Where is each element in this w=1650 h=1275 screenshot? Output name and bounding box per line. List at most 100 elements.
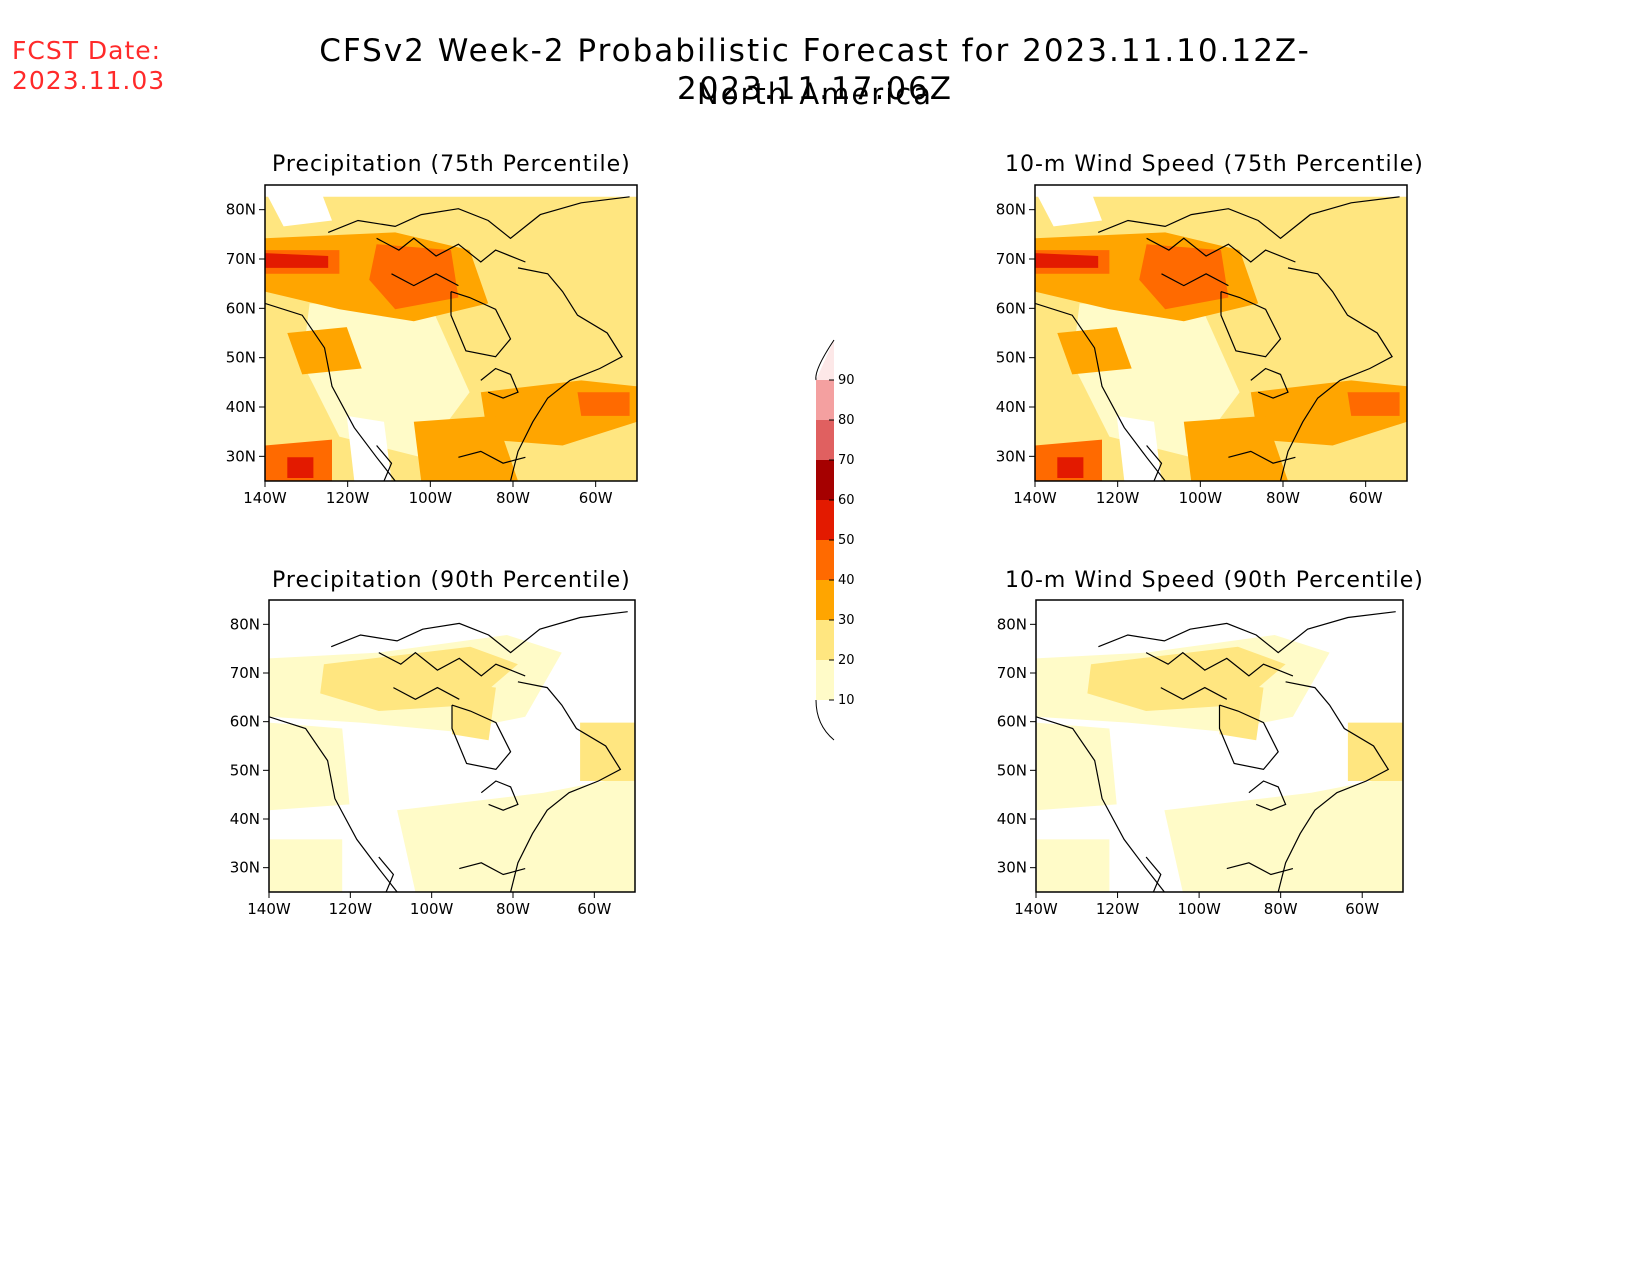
coastline bbox=[1226, 862, 1294, 876]
coastline bbox=[1248, 780, 1287, 811]
shaded-region bbox=[265, 190, 332, 227]
lon-tick-label: 100W bbox=[1177, 900, 1221, 918]
lat-tick-label: 30N bbox=[226, 447, 256, 465]
lon-tick-label: 120W bbox=[326, 489, 370, 507]
coastline bbox=[1228, 450, 1296, 464]
colorbar-segment bbox=[816, 660, 834, 700]
lon-tick-label: 140W bbox=[1013, 489, 1057, 507]
colorbar-label: 80 bbox=[838, 413, 855, 428]
coastline bbox=[327, 196, 630, 240]
coastlines bbox=[265, 196, 630, 481]
map-frame bbox=[1034, 184, 1408, 482]
shaded-region bbox=[452, 681, 496, 741]
coastline bbox=[376, 445, 393, 481]
figure-title: CFSv2 Week-2 Probabilistic Forecast for … bbox=[319, 33, 1311, 107]
shaded-field bbox=[1035, 185, 1407, 481]
lat-tick-label: 30N bbox=[996, 447, 1026, 465]
shaded-region bbox=[580, 722, 635, 781]
colorbar-segment bbox=[816, 620, 834, 660]
shaded-region bbox=[1219, 681, 1264, 741]
lon-tick-label: 120W bbox=[329, 900, 373, 918]
lon-tick-label: 60W bbox=[1349, 489, 1383, 507]
coastlines bbox=[1035, 196, 1400, 481]
colorbar-label: 40 bbox=[838, 573, 855, 588]
lat-tick-label: 60N bbox=[230, 713, 260, 731]
colorbar-segment bbox=[816, 460, 834, 500]
lat-tick-label: 80N bbox=[226, 201, 256, 219]
coastline bbox=[1035, 302, 1166, 481]
map-frame bbox=[264, 184, 638, 482]
colorbar-label: 10 bbox=[838, 693, 855, 708]
map-frame bbox=[268, 599, 636, 893]
lat-tick-label: 80N bbox=[230, 615, 260, 633]
coastline bbox=[1036, 716, 1165, 892]
panel-title-precip-90: Precipitation (90th Percentile) bbox=[272, 568, 631, 593]
colorbar-label: 50 bbox=[838, 533, 855, 548]
coastline bbox=[1145, 651, 1294, 677]
coastline bbox=[1145, 856, 1162, 892]
coastline bbox=[1218, 704, 1279, 771]
shaded-region bbox=[1036, 839, 1110, 892]
shaded-region bbox=[1036, 722, 1117, 811]
lon-tick-label: 100W bbox=[410, 900, 454, 918]
shaded-region bbox=[265, 253, 329, 268]
colorbar-segment bbox=[816, 540, 834, 580]
lon-tick-label: 60W bbox=[579, 489, 613, 507]
lat-tick-label: 40N bbox=[996, 398, 1026, 416]
colorbar-segment bbox=[816, 500, 834, 540]
lat-tick-label: 30N bbox=[230, 859, 260, 877]
colorbar-top-arrow bbox=[816, 340, 834, 380]
shaded-region bbox=[1035, 190, 1102, 227]
shaded-region bbox=[397, 775, 635, 892]
colorbar: 10 20 30 40 50 60 70 80 90 bbox=[815, 339, 855, 741]
lat-tick-label: 70N bbox=[996, 250, 1026, 268]
panel-title-wind-90: 10-m Wind Speed (90th Percentile) bbox=[1005, 568, 1424, 593]
lat-tick-label: 50N bbox=[996, 349, 1026, 367]
coastline bbox=[1146, 445, 1163, 481]
colorbar-top-curve bbox=[815, 339, 835, 381]
shaded-field bbox=[265, 185, 637, 481]
colorbar-segment bbox=[816, 580, 834, 620]
coastline bbox=[459, 862, 526, 876]
lat-tick-label: 50N bbox=[997, 761, 1027, 779]
map-precip-75: 80N 70N 60N 50N 40N 30N 140W 120W 100W 80W 60W bbox=[226, 184, 638, 507]
lon-tick-label: 100W bbox=[1179, 489, 1223, 507]
lat-tick-label: 40N bbox=[226, 398, 256, 416]
shaded-region bbox=[269, 839, 343, 892]
coastline bbox=[451, 704, 512, 771]
forecast-date-label: FCST Date: bbox=[12, 36, 162, 65]
lat-tick-label: 40N bbox=[997, 810, 1027, 828]
coastlines bbox=[1036, 611, 1396, 892]
lon-tick-label: 80W bbox=[496, 900, 530, 918]
coastline bbox=[509, 267, 623, 481]
lon-tick-label: 80W bbox=[1264, 900, 1298, 918]
colorbar-segment bbox=[816, 420, 834, 460]
coastlines bbox=[269, 611, 628, 892]
lon-tick-label: 60W bbox=[1345, 900, 1379, 918]
map-wind-75: 80N 70N 60N 50N 40N 30N 140W 120W 100W 80W 60W bbox=[996, 184, 1408, 507]
coastline bbox=[378, 856, 395, 892]
shaded-region bbox=[1347, 722, 1403, 781]
shaded-field bbox=[269, 600, 635, 892]
shaded-region bbox=[1139, 244, 1229, 310]
coastline bbox=[376, 237, 526, 263]
lon-tick-label: 80W bbox=[1266, 489, 1300, 507]
coastline bbox=[1161, 273, 1229, 287]
coastline bbox=[378, 651, 526, 677]
coastline bbox=[458, 450, 526, 464]
lat-tick-label: 30N bbox=[997, 859, 1027, 877]
lon-tick-label: 120W bbox=[1096, 489, 1140, 507]
coastline bbox=[480, 780, 519, 811]
lon-tick-label: 80W bbox=[496, 489, 530, 507]
colorbar-label: 30 bbox=[838, 613, 855, 628]
lat-tick-label: 60N bbox=[997, 713, 1027, 731]
shaded-region bbox=[577, 392, 630, 416]
lat-tick-label: 40N bbox=[230, 810, 260, 828]
coastline bbox=[450, 291, 512, 358]
coastline bbox=[1220, 291, 1282, 358]
coastline bbox=[1097, 196, 1400, 240]
shaded-region bbox=[1035, 253, 1099, 268]
shaded-field bbox=[1036, 600, 1403, 892]
shaded-region bbox=[1057, 457, 1084, 478]
colorbar-bottom-curve bbox=[815, 699, 835, 741]
